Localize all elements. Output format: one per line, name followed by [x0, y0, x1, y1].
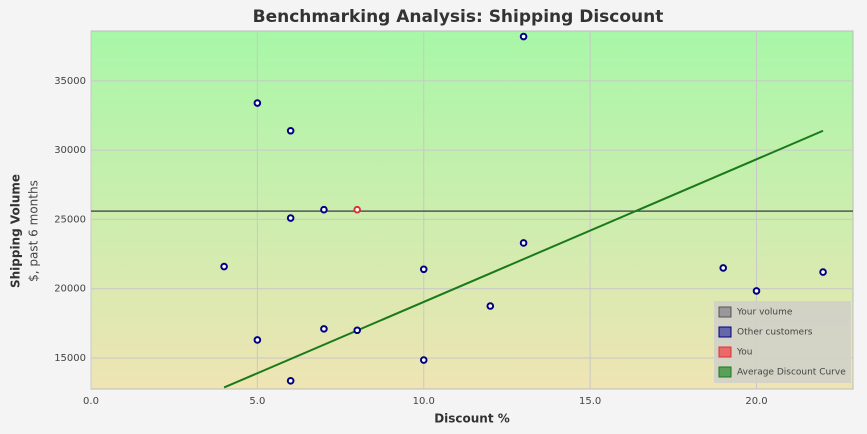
y-tick-label: 20000 — [54, 284, 86, 295]
y-tick-label: 30000 — [54, 145, 86, 156]
x-tick-label: 20.0 — [745, 396, 767, 407]
x-tick-label: 0.0 — [83, 396, 99, 407]
point — [253, 336, 262, 344]
point — [419, 356, 428, 364]
point — [353, 205, 362, 214]
y-axis-label: Shipping Volume — [9, 174, 23, 288]
y-axis-sublabel: $, past 6 months — [27, 180, 41, 282]
point — [220, 262, 228, 271]
point — [819, 268, 827, 276]
point — [486, 302, 495, 310]
point — [286, 126, 295, 135]
legend-box — [714, 301, 851, 383]
point — [519, 239, 528, 247]
legend-label: Other customers — [737, 328, 813, 338]
point — [419, 265, 428, 274]
x-tick-label: 15.0 — [579, 396, 601, 407]
trend-line — [223, 129, 824, 389]
point — [253, 99, 262, 107]
point — [286, 377, 295, 385]
point — [519, 32, 528, 41]
legend-label: You — [736, 348, 753, 358]
y-tick-label: 25000 — [54, 214, 86, 225]
point — [286, 214, 295, 222]
legend-swatch — [718, 346, 732, 358]
legend-swatch — [718, 306, 732, 318]
chart-title: Benchmarking Analysis: Shipping Discount — [253, 7, 664, 27]
point — [353, 326, 362, 335]
point — [719, 264, 728, 272]
y-tick-label: 35000 — [54, 76, 86, 87]
legend-swatch — [718, 366, 732, 378]
legend-label: Your volume — [736, 308, 793, 318]
point — [752, 287, 761, 295]
y-tick-label: 15000 — [54, 353, 86, 364]
x-tick-label: 5.0 — [249, 396, 265, 407]
point — [320, 325, 328, 333]
x-tick-label: 10.0 — [413, 396, 435, 407]
legend-swatch — [718, 326, 732, 338]
legend-label: Average Discount Curve — [737, 368, 846, 378]
point — [320, 205, 328, 214]
x-axis-label: Discount % — [434, 412, 510, 426]
